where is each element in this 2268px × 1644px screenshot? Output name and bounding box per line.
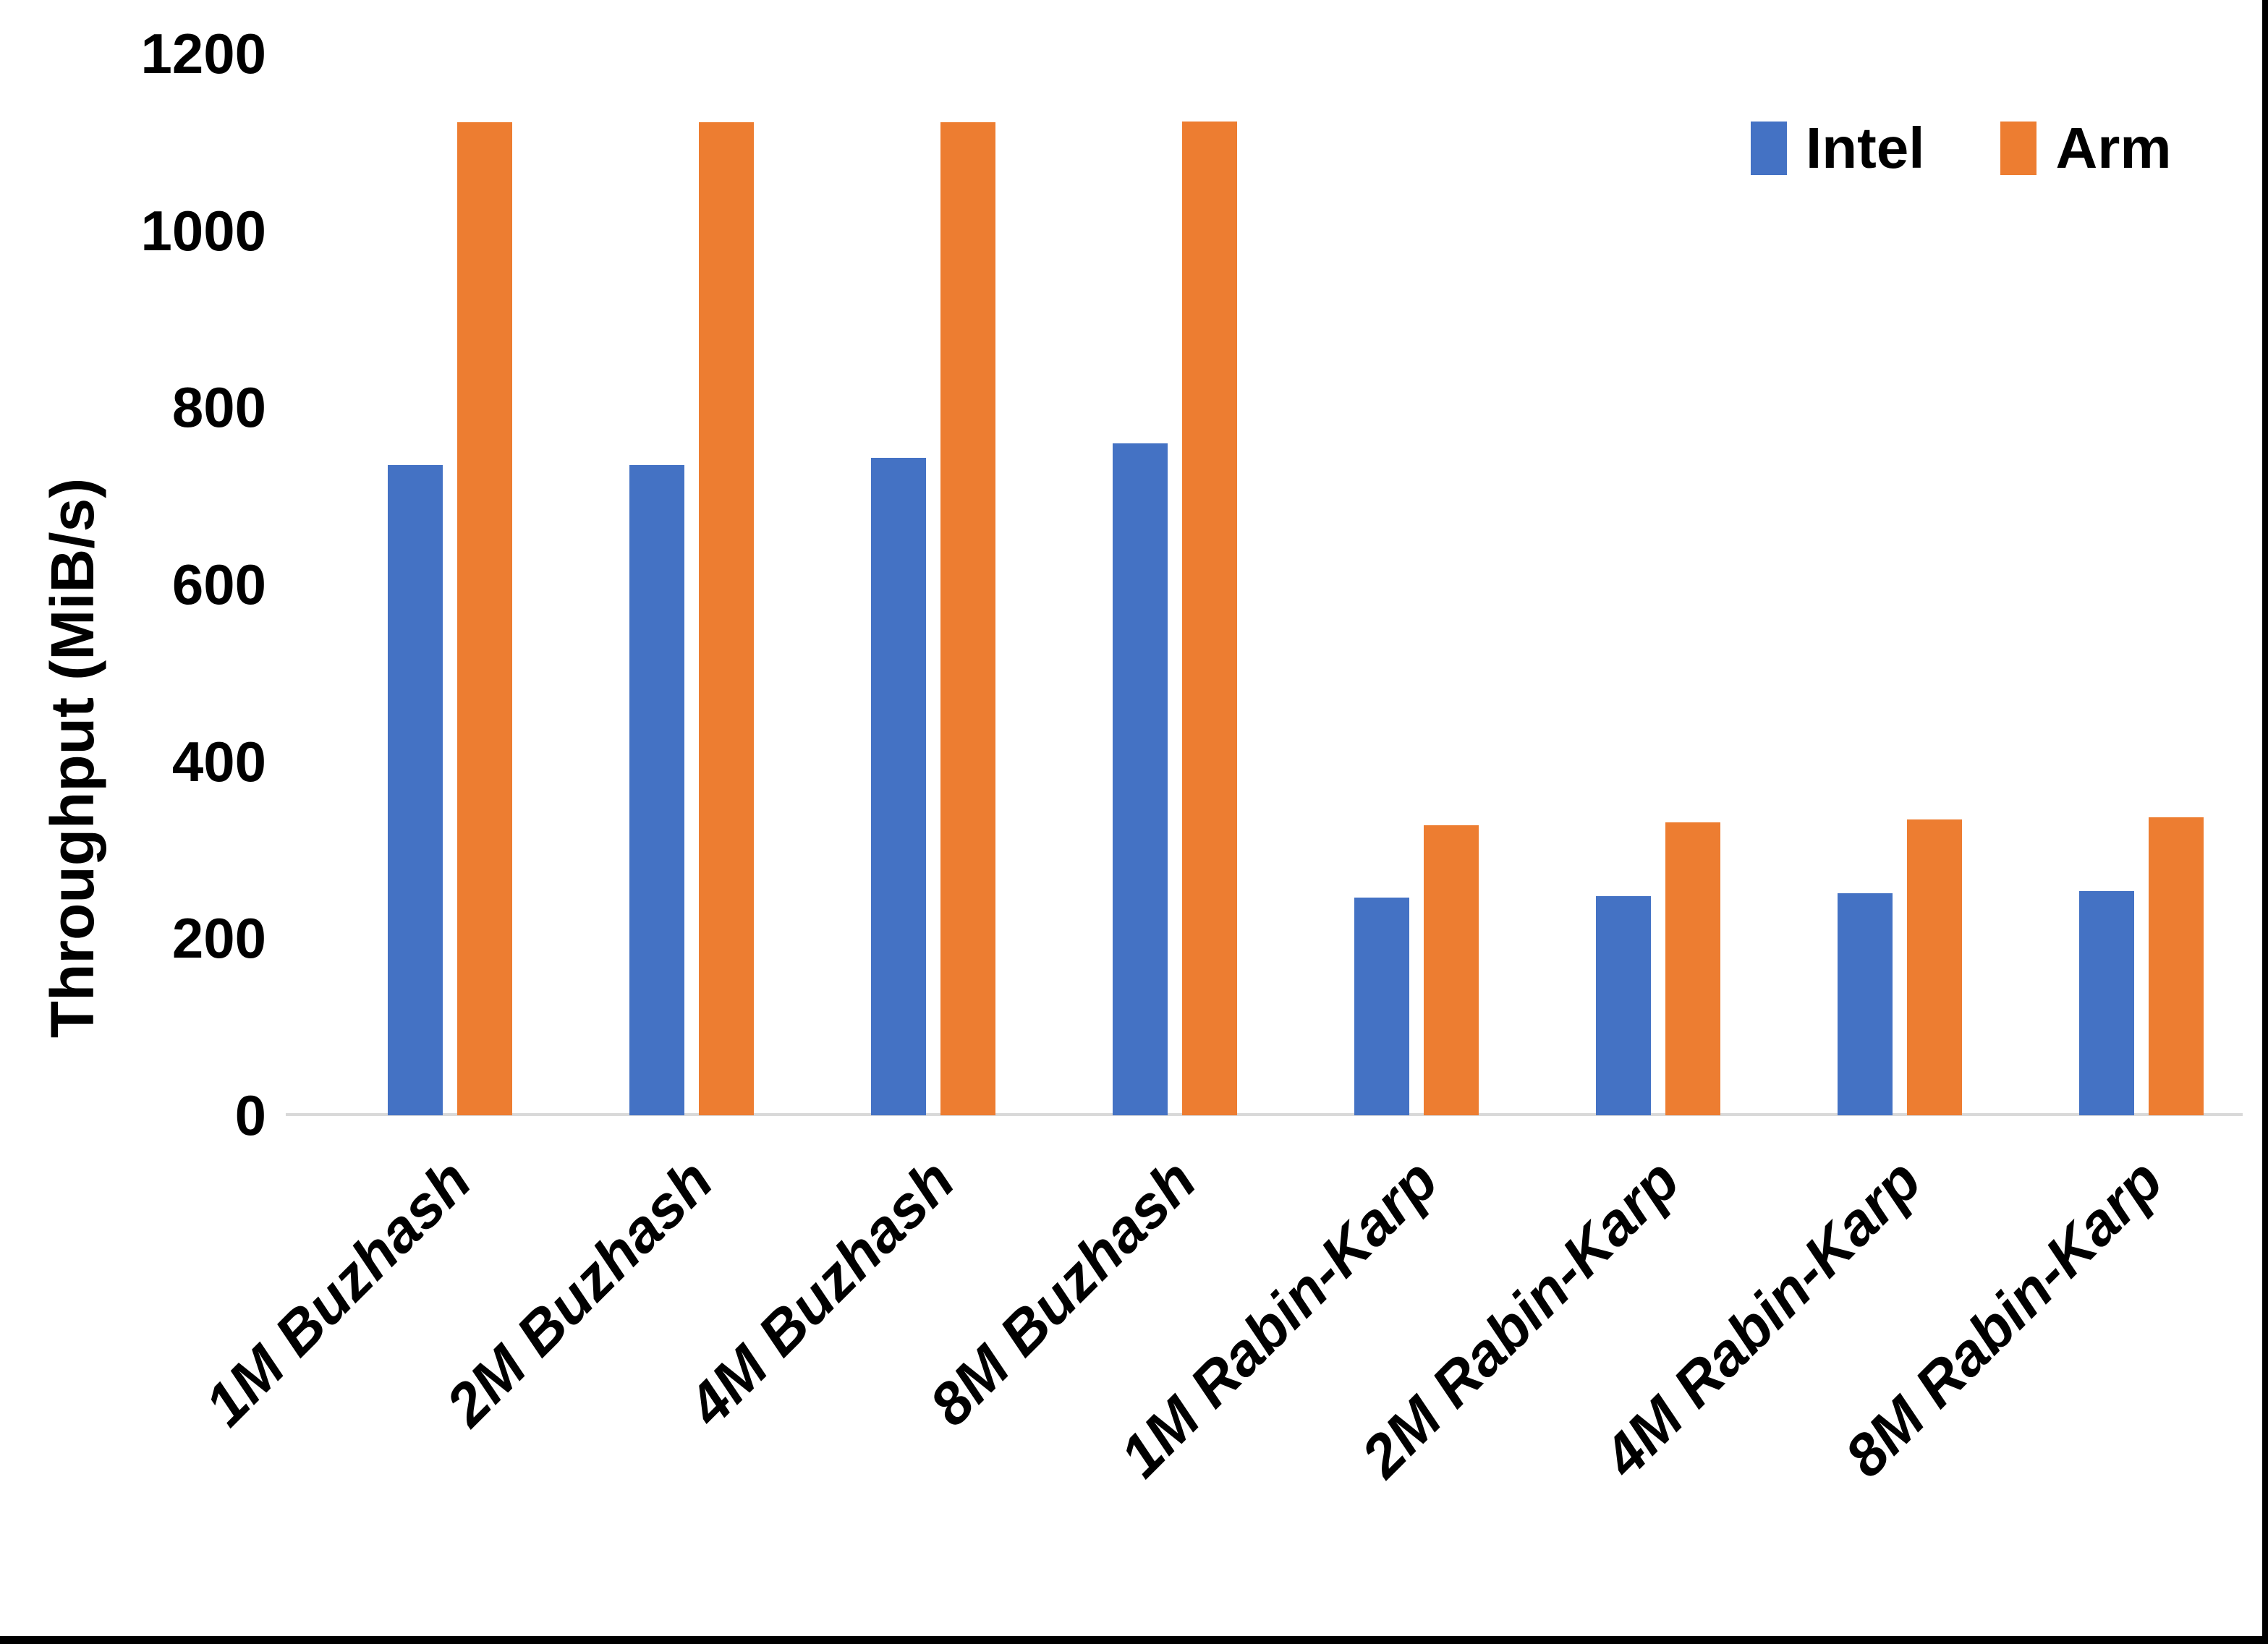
legend-label-arm: Arm: [2055, 116, 2172, 180]
bar-intel-1m-buzhash: [388, 464, 443, 1115]
y-tick-label: 0: [234, 1083, 266, 1147]
bar-arm-2m-buzhash: [699, 122, 754, 1115]
y-tick-label: 200: [171, 906, 266, 971]
bar-intel-1m-rabin-karp: [1354, 898, 1409, 1115]
bar-arm-4m-buzhash: [940, 122, 995, 1115]
window-bottom-edge: [0, 1636, 2268, 1644]
bar-intel-4m-buzhash: [871, 458, 926, 1115]
bar-intel-4m-rabin-karp: [1838, 893, 1893, 1115]
y-tick-label: 400: [171, 729, 266, 793]
legend-label-intel: Intel: [1806, 116, 1925, 180]
y-tick-label: 600: [171, 553, 266, 616]
bar-intel-8m-rabin-karp: [2079, 891, 2134, 1115]
bar-intel-2m-rabin-karp: [1596, 895, 1651, 1115]
intel-series-swatch-icon: [1751, 122, 1787, 175]
bar-arm-2m-rabin-karp: [1665, 822, 1720, 1115]
x-axis-line: [286, 1113, 2243, 1116]
bar-arm-8m-rabin-karp: [2149, 817, 2204, 1115]
y-tick-label: 1200: [140, 22, 266, 85]
y-tick-label: 800: [171, 375, 266, 440]
arm-series-swatch-icon: [2000, 122, 2037, 175]
bar-arm-8m-buzhash: [1182, 122, 1237, 1115]
legend-item-arm: Arm: [2000, 116, 2172, 181]
bar-arm-4m-rabin-karp: [1907, 819, 1962, 1115]
legend: Intel Arm: [1751, 116, 2172, 181]
bar-arm-1m-rabin-karp: [1424, 825, 1479, 1115]
bar-arm-1m-buzhash: [457, 122, 512, 1115]
bar-intel-8m-buzhash: [1113, 443, 1168, 1115]
legend-item-intel: Intel: [1751, 116, 1924, 181]
window-right-edge: [2262, 0, 2268, 1644]
y-tick-label: 1000: [140, 198, 266, 263]
bar-intel-2m-buzhash: [629, 464, 684, 1115]
